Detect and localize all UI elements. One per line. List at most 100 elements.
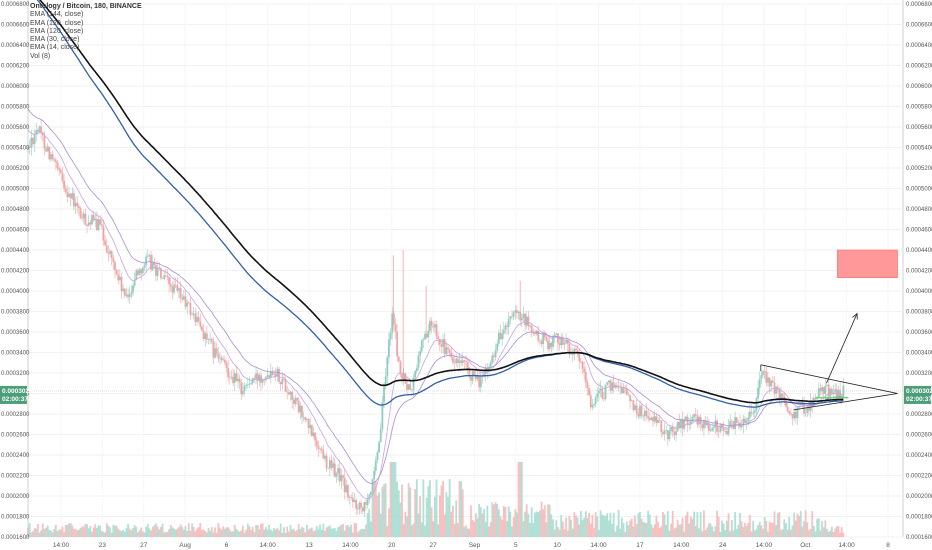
- candle-body: [604, 384, 607, 400]
- arrow-head[interactable]: [852, 312, 858, 320]
- volume-bar: [529, 523, 531, 537]
- x-tick-label: 14:00: [839, 542, 856, 549]
- volume-bar: [66, 524, 69, 537]
- candle-body: [543, 333, 546, 338]
- volume-bar: [465, 525, 467, 537]
- volume-bar: [557, 527, 559, 537]
- legend-vol[interactable]: Vol (8): [30, 52, 51, 60]
- volume-bar: [297, 524, 300, 537]
- volume-bar: [719, 531, 722, 537]
- volume-bar: [260, 523, 262, 537]
- y-tick-label-left: 0.0006600: [1, 23, 30, 29]
- candle-body: [801, 403, 804, 407]
- time-axis[interactable]: 14:00 23 27 Aug 6 14:00 13 14:00 20 27 Sep 5 10 14:00…: [53, 542, 890, 549]
- candle-body: [514, 310, 517, 313]
- candle-body: [127, 294, 129, 298]
- volume-bar: [233, 524, 236, 537]
- volume-bar: [248, 526, 251, 537]
- volume-bar: [543, 505, 546, 537]
- volume-bar: [187, 523, 190, 537]
- volume-bar: [781, 529, 784, 537]
- volume-bar: [642, 521, 645, 537]
- volume-bar: [493, 504, 495, 537]
- volume-bar: [69, 523, 72, 537]
- volume-bar: [407, 483, 410, 537]
- volume-bar: [353, 523, 356, 537]
- volume-bar: [415, 479, 418, 537]
- volume-bar: [92, 527, 95, 537]
- candle-body: [292, 399, 295, 404]
- candle-body: [242, 391, 244, 395]
- legend-ema-14[interactable]: EMA (14, close): [30, 44, 80, 52]
- candle-body: [132, 285, 134, 293]
- candle-body: [301, 405, 303, 418]
- candle-body: [771, 380, 774, 383]
- candle-body: [831, 388, 833, 394]
- target-box[interactable]: [837, 249, 898, 278]
- volume-bar: [261, 523, 264, 537]
- candle-body: [591, 405, 594, 408]
- candle-body: [568, 343, 571, 355]
- candle-body: [361, 507, 364, 512]
- volume-bar: [383, 484, 385, 537]
- candle-body: [814, 397, 817, 400]
- volume-bar: [151, 527, 154, 537]
- candle-body: [558, 343, 561, 346]
- candle-body: [466, 361, 469, 369]
- volume-bar: [668, 530, 671, 537]
- candle-body: [540, 340, 543, 345]
- volume-bar: [742, 526, 745, 537]
- volume-bar: [502, 506, 505, 537]
- candle-body: [537, 330, 540, 341]
- legend-ema-120-a[interactable]: EMA (120, close): [30, 19, 84, 27]
- volume-bar: [839, 532, 842, 537]
- price-axis-right[interactable]: 0.0006800 0.0006600 0.0006400 0.0006200 0.00…: [906, 2, 932, 541]
- volume-bar: [388, 508, 390, 537]
- candle-body: [653, 416, 656, 422]
- legend-ema-144[interactable]: EMA (144, close): [30, 11, 84, 19]
- volume-bar: [433, 496, 436, 537]
- candle-body: [552, 336, 554, 347]
- candle-body: [345, 485, 348, 493]
- y-tick-label-right: 0.0002200: [906, 474, 932, 480]
- legend-ema-30[interactable]: EMA (30, close): [30, 36, 80, 44]
- candle-body: [273, 374, 275, 375]
- candle-body: [153, 262, 156, 266]
- volume-bar: [555, 520, 558, 537]
- volume-bar: [460, 481, 463, 537]
- triangle-lower-trendline[interactable]: [793, 393, 898, 411]
- candle-body: [324, 455, 326, 459]
- volume-bar: [150, 530, 152, 537]
- x-tick-label: Aug: [179, 542, 191, 549]
- triangle-upper-trendline[interactable]: [760, 364, 898, 394]
- candle-body: [388, 339, 390, 358]
- volume-bar: [798, 515, 800, 537]
- volume-bar: [174, 529, 177, 537]
- volume-bar: [678, 524, 681, 537]
- legend-ema-120-b[interactable]: EMA (120, close): [30, 27, 84, 35]
- candle-body: [624, 388, 627, 389]
- drawings[interactable]: [760, 249, 898, 411]
- candle-body: [297, 400, 300, 413]
- price-axis-left[interactable]: 0.0006800 0.0006600 0.0006400 0.0006200 0.00…: [1, 2, 30, 541]
- candle-body: [470, 376, 472, 381]
- volume-bar: [707, 523, 710, 537]
- volume-bar: [97, 525, 100, 537]
- volume-bar: [808, 530, 810, 537]
- volume-bar: [41, 523, 44, 537]
- volume-bar: [647, 510, 650, 537]
- candle-body: [424, 333, 426, 340]
- candle-body: [588, 388, 590, 396]
- candle-body: [693, 414, 695, 418]
- candle-body: [455, 358, 458, 364]
- candle-body: [658, 419, 661, 421]
- volume-bar: [348, 526, 351, 537]
- candle-body: [829, 388, 832, 397]
- volume-bar: [100, 531, 103, 537]
- candle-body: [711, 428, 714, 431]
- arrow-shaft[interactable]: [826, 313, 858, 384]
- volume-bar: [675, 527, 677, 537]
- candle-body: [506, 325, 508, 327]
- candle-body: [192, 313, 195, 315]
